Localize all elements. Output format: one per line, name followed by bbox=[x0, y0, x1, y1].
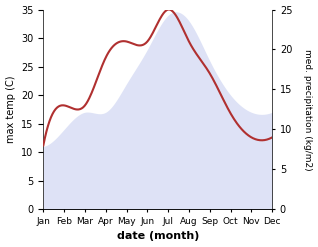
Y-axis label: max temp (C): max temp (C) bbox=[5, 76, 16, 143]
X-axis label: date (month): date (month) bbox=[117, 231, 199, 242]
Y-axis label: med. precipitation (kg/m2): med. precipitation (kg/m2) bbox=[303, 49, 313, 170]
